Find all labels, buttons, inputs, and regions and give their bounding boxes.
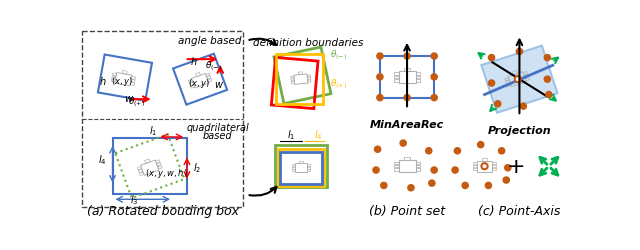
Text: (b) Point set: (b) Point set — [369, 204, 445, 217]
Circle shape — [400, 140, 406, 146]
Circle shape — [520, 104, 527, 110]
Circle shape — [495, 101, 501, 107]
Polygon shape — [481, 46, 557, 113]
Circle shape — [431, 54, 437, 60]
Text: definition boundaries: definition boundaries — [253, 38, 364, 48]
Circle shape — [515, 77, 521, 83]
Circle shape — [546, 92, 552, 98]
Text: $h$: $h$ — [190, 54, 198, 66]
Text: (c) Point-Axis: (c) Point-Axis — [478, 204, 561, 217]
Circle shape — [374, 146, 381, 153]
Circle shape — [429, 180, 435, 186]
Text: $l_4$: $l_4$ — [314, 128, 323, 142]
Circle shape — [408, 185, 414, 191]
Circle shape — [377, 54, 383, 60]
Circle shape — [488, 55, 495, 62]
Circle shape — [373, 167, 379, 173]
Circle shape — [516, 49, 522, 55]
Text: $\theta_{(-)}$: $\theta_{(-)}$ — [330, 48, 348, 61]
Circle shape — [503, 177, 509, 184]
Circle shape — [544, 55, 550, 62]
Circle shape — [377, 74, 383, 80]
Circle shape — [404, 54, 410, 60]
Circle shape — [377, 95, 383, 101]
Text: $w$: $w$ — [214, 80, 224, 90]
Text: MinAreaRec: MinAreaRec — [370, 120, 444, 130]
Text: angle based: angle based — [178, 35, 241, 45]
Text: quadrilateral: quadrilateral — [187, 123, 250, 133]
Text: $\theta_{(+)}$: $\theta_{(+)}$ — [128, 95, 145, 109]
Circle shape — [431, 167, 437, 173]
Text: $l_2$: $l_2$ — [193, 160, 202, 174]
Circle shape — [485, 182, 492, 189]
Circle shape — [481, 164, 488, 170]
Circle shape — [477, 142, 484, 148]
Text: (a) Rotated bouding box: (a) Rotated bouding box — [87, 204, 239, 217]
Circle shape — [488, 80, 495, 87]
Text: $h$: $h$ — [99, 74, 107, 86]
Circle shape — [404, 95, 410, 101]
Text: $\theta_{(+)}$: $\theta_{(+)}$ — [330, 77, 348, 90]
Text: Projection: Projection — [488, 126, 551, 136]
Circle shape — [426, 148, 432, 154]
Circle shape — [381, 182, 387, 189]
Circle shape — [431, 74, 437, 80]
Text: $(x,y,w,h)$: $(x,y,w,h)$ — [145, 166, 188, 179]
Circle shape — [505, 165, 511, 171]
Text: based: based — [203, 130, 233, 140]
Text: $l_3$: $l_3$ — [130, 192, 138, 206]
Text: $l_4$: $l_4$ — [98, 153, 106, 166]
Circle shape — [499, 148, 505, 154]
Circle shape — [431, 95, 437, 101]
Circle shape — [454, 148, 461, 154]
Text: $(x,y)$: $(x,y)$ — [111, 75, 133, 88]
Circle shape — [462, 182, 468, 189]
Text: $\theta_{(-)}$: $\theta_{(-)}$ — [205, 59, 223, 73]
Text: $l_1$: $l_1$ — [150, 124, 158, 137]
Text: $+$: $+$ — [506, 156, 525, 176]
Circle shape — [452, 167, 458, 173]
Circle shape — [544, 77, 550, 83]
Text: $w$: $w$ — [124, 93, 134, 103]
Text: $(x,y)$: $(x,y)$ — [188, 76, 209, 90]
Text: $l_1$: $l_1$ — [287, 128, 296, 142]
Bar — [83, 32, 243, 207]
